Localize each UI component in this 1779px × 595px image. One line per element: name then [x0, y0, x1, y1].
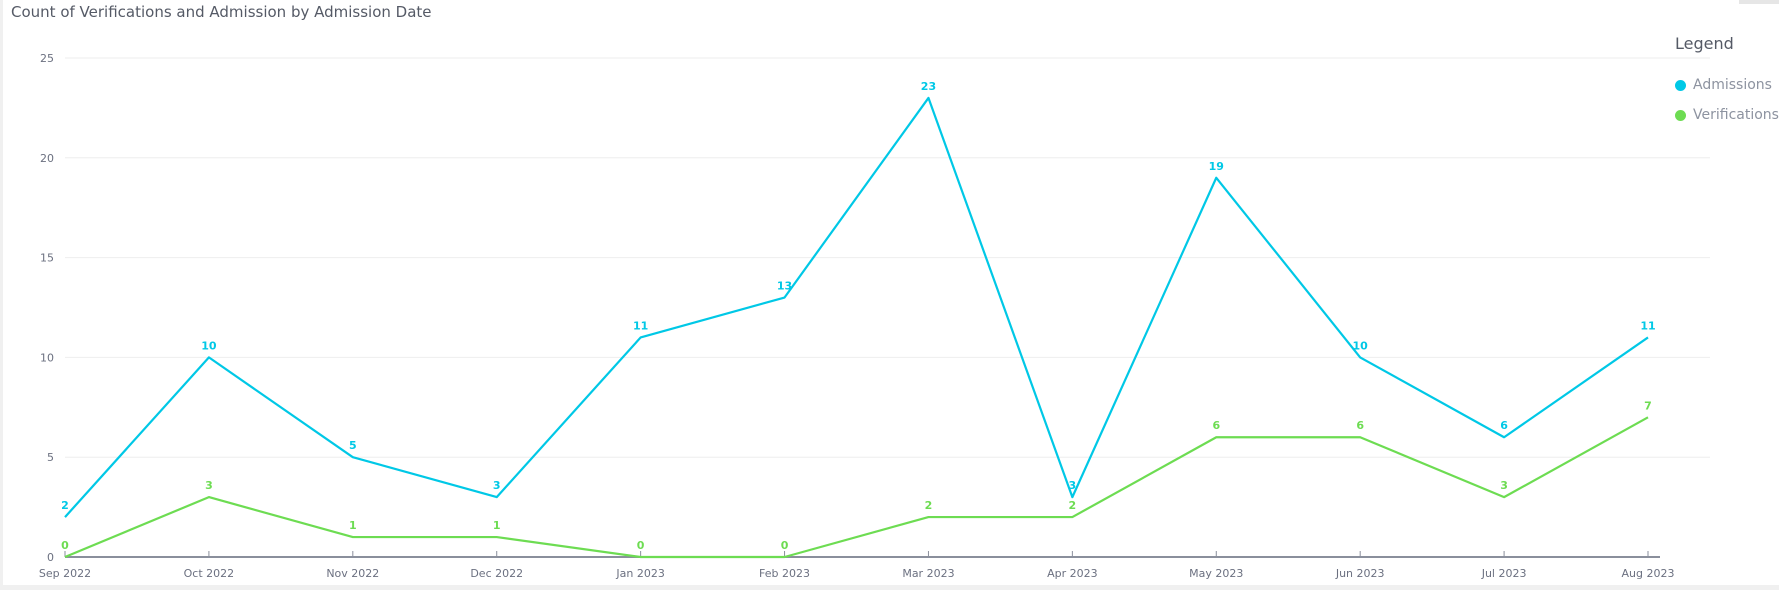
data-label: 2 [1069, 499, 1077, 512]
y-tick-label: 25 [40, 52, 54, 65]
series-line-admissions [64, 96, 1649, 518]
data-label: 0 [637, 539, 645, 552]
x-tick-label: Jul 2023 [1481, 567, 1527, 580]
x-tick-label: Dec 2022 [470, 567, 523, 580]
data-label: 1 [493, 519, 501, 532]
data-label: 23 [921, 80, 936, 93]
data-label: 6 [1356, 419, 1364, 432]
data-label: 6 [1212, 419, 1220, 432]
data-label: 0 [781, 539, 789, 552]
data-label: 3 [1069, 479, 1077, 492]
data-label: 7 [1644, 399, 1652, 412]
data-label: 1 [349, 519, 357, 532]
y-tick-label: 0 [47, 551, 54, 564]
data-label: 2 [925, 499, 933, 512]
data-label: 10 [201, 339, 217, 352]
x-tick-label: Mar 2023 [902, 567, 954, 580]
x-tick-label: Aug 2023 [1622, 567, 1675, 580]
legend-label: Admissions [1693, 77, 1772, 93]
y-tick-label: 5 [47, 451, 54, 464]
y-tick-label: 10 [40, 351, 54, 364]
x-tick-label: Nov 2022 [326, 567, 379, 580]
x-tick-label: May 2023 [1189, 567, 1243, 580]
data-label: 3 [493, 479, 501, 492]
series-line-verifications [64, 416, 1649, 559]
legend-dot-icon [1675, 79, 1686, 91]
panel-corner [1739, 0, 1779, 4]
x-tick-label: Jan 2023 [615, 567, 664, 580]
data-label: 11 [1640, 319, 1655, 332]
data-label: 10 [1353, 339, 1369, 352]
y-tick-label: 15 [40, 252, 54, 265]
legend-dot-icon [1675, 109, 1686, 121]
x-tick-label: Apr 2023 [1047, 567, 1098, 580]
data-label: 13 [777, 280, 792, 293]
data-label: 5 [349, 439, 357, 452]
data-label: 0 [61, 539, 69, 552]
chart-title: Count of Verifications and Admission by … [11, 3, 432, 21]
x-tick-label: Oct 2022 [184, 567, 235, 580]
data-label: 6 [1500, 419, 1508, 432]
legend-title: Legend [1675, 34, 1734, 53]
x-tick-label: Jun 2023 [1335, 567, 1385, 580]
data-label: 19 [1209, 160, 1224, 173]
data-label: 3 [205, 479, 213, 492]
y-tick-label: 20 [40, 152, 54, 165]
legend-item-admissions[interactable]: Admissions [1675, 77, 1772, 93]
data-label: 2 [61, 499, 69, 512]
legend-item-verifications[interactable]: Verifications [1675, 107, 1779, 123]
x-tick-label: Sep 2022 [39, 567, 91, 580]
data-label: 11 [633, 319, 648, 332]
x-tick-label: Feb 2023 [759, 567, 810, 580]
data-label: 3 [1500, 479, 1508, 492]
legend-label: Verifications [1693, 107, 1779, 123]
